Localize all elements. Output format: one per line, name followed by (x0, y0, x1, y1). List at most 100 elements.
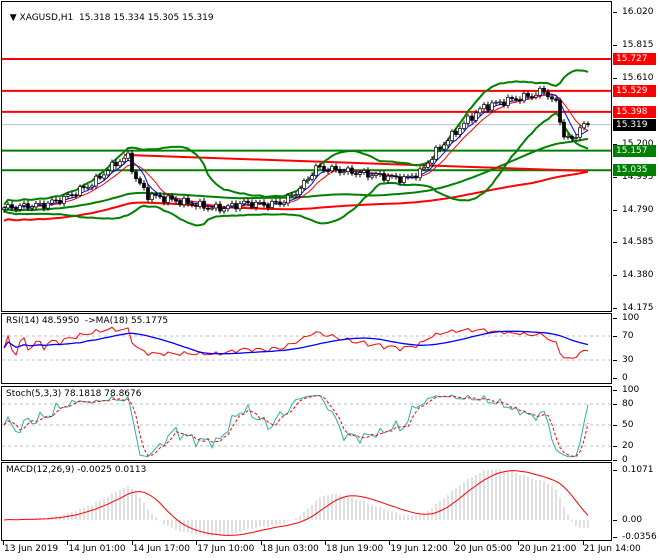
candle-body (454, 130, 458, 135)
price-axis-label: 15.200 (622, 139, 654, 149)
time-axis-label: 14 Jun 01:00 (68, 544, 126, 554)
candle-body (222, 208, 226, 212)
time-axis-label: 20 Jun 21:00 (519, 544, 577, 554)
price-axis-label: 14.995 (622, 171, 654, 182)
rsi-axis-tick (613, 378, 617, 379)
candle-body (566, 136, 570, 138)
candle-body (366, 170, 370, 178)
candle-body (550, 96, 554, 100)
candle-body (482, 104, 486, 110)
candle-body (438, 146, 442, 150)
candle-body (126, 152, 130, 159)
candle-body (198, 200, 202, 207)
candle-body (34, 203, 38, 208)
candle-body (322, 166, 326, 171)
candle-body (286, 194, 290, 204)
candle-body (46, 202, 50, 209)
candle-body (106, 170, 110, 176)
time-axis-label: 13 Jun 2019 (4, 544, 59, 554)
candle-body (578, 127, 582, 138)
time-axis-tick (582, 541, 584, 545)
candle-body (446, 140, 450, 146)
candle-body (458, 128, 462, 135)
candle-body (486, 104, 490, 111)
candle-body (474, 112, 478, 121)
candle-body (30, 206, 34, 209)
candle-body (146, 187, 150, 200)
candle-body (138, 178, 142, 184)
candle-body (134, 171, 138, 180)
rsi-panel[interactable] (1, 313, 612, 384)
stochastic-panel[interactable] (1, 386, 612, 461)
macd-title: MACD(12,26,9) -0.0025 0.0113 (6, 465, 147, 475)
chart-title: ▼ XAGUSD,H1 15.318 15.334 15.305 15.319 (9, 13, 214, 23)
rsi-title: RSI(14) 48.5950 ->MA(18) 55.1775 (6, 316, 169, 326)
candle-body (38, 202, 42, 205)
candle-body (234, 203, 238, 210)
dropdown-triangle-icon[interactable]: ▼ (9, 13, 20, 23)
candle-body (182, 197, 186, 206)
candle-body (554, 98, 558, 101)
price-axis-tick (613, 143, 617, 145)
main-price-panel[interactable] (1, 1, 612, 312)
time-axis-label: 17 Jun 10:00 (197, 544, 255, 554)
candle-body (178, 200, 182, 206)
candle-body (26, 203, 30, 209)
stoch-axis-tick (613, 404, 617, 405)
candle-body (334, 165, 338, 170)
candle-body (386, 175, 390, 181)
price-axis-label: 15.610 (622, 72, 654, 83)
candle-body (574, 136, 578, 139)
candle-body (250, 202, 254, 208)
candle-body (582, 123, 586, 129)
candle-body (42, 202, 46, 209)
price-axis-label: 14.380 (622, 270, 654, 281)
candle-body (466, 115, 470, 124)
candle-body (422, 166, 426, 170)
candle-body (190, 203, 194, 206)
time-axis-label: 19 Jun 12:00 (390, 544, 448, 554)
macd-axis-label: 0.1071 (622, 464, 654, 475)
candle-body (442, 144, 446, 150)
price-axis-tick (613, 242, 617, 244)
level-price-tag: 15.035 (613, 164, 656, 177)
bollinger-upper (3, 69, 589, 206)
rsi-axis-tick (613, 318, 617, 319)
candle-body (498, 101, 502, 104)
candle-body (506, 97, 510, 106)
candle-body (358, 172, 362, 175)
level-price-tag: 15.727 (613, 53, 656, 66)
time-axis-tick (260, 541, 262, 545)
candle-body (310, 175, 314, 180)
macd-panel[interactable] (1, 462, 612, 541)
candle-body (170, 195, 174, 200)
macd-axis-tick (613, 536, 617, 538)
candle-body (378, 173, 382, 175)
time-axis-label: 18 Jun 03:00 (261, 544, 319, 554)
time-axis-tick (131, 541, 133, 545)
time-axis-tick (67, 541, 69, 545)
candle-body (78, 186, 82, 196)
time-axis-label: 18 Jun 19:00 (326, 544, 384, 554)
candle-body (402, 176, 406, 183)
time-axis-tick (453, 541, 455, 545)
candle-body (314, 165, 318, 176)
candle-body (410, 175, 414, 178)
rsi-axis-label: 70 (622, 331, 634, 341)
candle-body (258, 201, 262, 204)
macd-signal-line (3, 470, 589, 536)
time-axis-label: 21 Jun 14:00 (583, 544, 641, 554)
candle-body (246, 200, 250, 203)
stoch-axis-label: 100 (622, 385, 640, 395)
candle-body (346, 167, 350, 172)
candle-body (570, 136, 574, 139)
candle-body (370, 175, 374, 178)
price-axis-tick (613, 308, 617, 310)
candle-body (94, 175, 98, 187)
candle-body (194, 204, 198, 207)
price-axis-tick (613, 44, 617, 46)
level-price-tag: 15.529 (613, 84, 656, 97)
candle-body (282, 202, 286, 205)
candle-body (350, 167, 354, 174)
